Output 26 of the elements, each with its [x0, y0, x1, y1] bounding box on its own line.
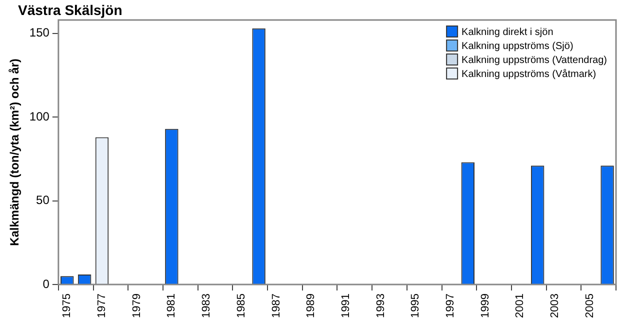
x-tick-label: 1985: [235, 294, 248, 318]
x-tick-label: 2001: [514, 294, 526, 318]
x-tick-label: 2003: [549, 294, 562, 318]
x-tick-label: 1999: [479, 294, 492, 318]
legend-label: Kalkning uppströms (Våtmark): [462, 68, 596, 80]
x-tick-label: 1991: [340, 294, 352, 318]
x-tick-label: 1975: [61, 294, 74, 318]
legend-label: Kalkning uppströms (Vattendrag): [462, 54, 608, 66]
x-tick-label: 1989: [305, 294, 318, 318]
y-tick-label: 150: [29, 26, 50, 40]
x-tick-label: 1987: [270, 294, 282, 318]
legend-label: Kalkning uppströms (Sjö): [462, 40, 574, 52]
chart-title: Västra Skälsjön: [18, 2, 122, 18]
x-tick-label: 1979: [130, 294, 143, 318]
x-tick-label: 1995: [410, 294, 422, 318]
y-axis-title: Kalkmängd (ton/yta (km²) och år): [8, 58, 22, 246]
x-tick-label: 1981: [166, 294, 178, 318]
y-tick-label: 50: [36, 193, 50, 208]
x-tick-label: 1977: [96, 294, 108, 318]
x-tick-label: 1983: [200, 294, 213, 318]
y-tick-label: 0: [42, 276, 50, 291]
y-tick-label: 100: [29, 109, 50, 124]
x-tick-label: 1997: [444, 294, 456, 318]
x-tick-label: 2005: [584, 294, 596, 318]
x-tick-label: 1993: [374, 294, 387, 318]
legend-label: Kalkning direkt i sjön: [462, 26, 554, 38]
